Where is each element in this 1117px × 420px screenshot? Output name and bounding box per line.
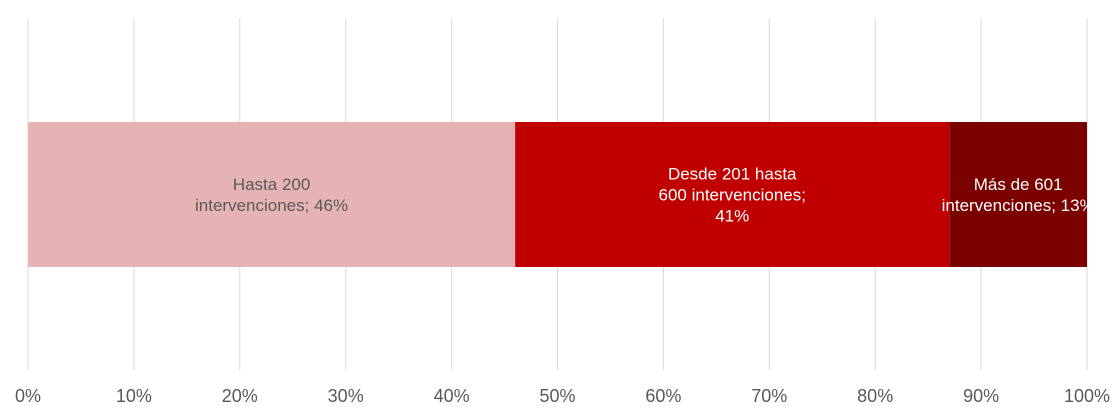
segment-label-line: 41% — [715, 207, 749, 226]
segment-label-line: Hasta 200 — [233, 175, 311, 194]
x-axis-tick-labels: 0% 10% 20% 30% 40% 50% 60% 70% 80% 90% 100% — [15, 386, 1110, 406]
x-tick-label: 50% — [539, 386, 575, 406]
segment-label-2: Más de 601 intervenciones; 13% — [942, 175, 1095, 215]
segment-label-1: Desde 201 hasta 600 intervenciones; 41% — [659, 165, 806, 226]
bar-segment-2 — [949, 122, 1087, 267]
x-tick-label: 30% — [328, 386, 364, 406]
x-tick-label: 80% — [857, 386, 893, 406]
x-tick-label: 40% — [434, 386, 470, 406]
segment-labels: Hasta 200 intervenciones; 46% Desde 201 ha… — [195, 165, 1095, 226]
segment-label-line: Más de 601 — [974, 175, 1063, 194]
bar-segment-0 — [28, 122, 516, 267]
x-tick-label: 60% — [645, 386, 681, 406]
bar-segment-1 — [515, 122, 950, 267]
segment-label-line: 600 intervenciones; — [659, 186, 806, 205]
segment-label-line: Desde 201 hasta — [668, 165, 797, 184]
segment-label-line: intervenciones; 46% — [195, 196, 348, 215]
x-tick-label: 0% — [15, 386, 41, 406]
x-tick-label: 90% — [963, 386, 999, 406]
bar-segments — [28, 122, 1087, 267]
x-tick-label: 10% — [116, 386, 152, 406]
x-tick-label: 70% — [751, 386, 787, 406]
x-tick-label: 20% — [222, 386, 258, 406]
segment-label-0: Hasta 200 intervenciones; 46% — [195, 175, 348, 215]
x-tick-label: 100% — [1064, 386, 1110, 406]
segment-label-line: intervenciones; 13% — [942, 196, 1095, 215]
